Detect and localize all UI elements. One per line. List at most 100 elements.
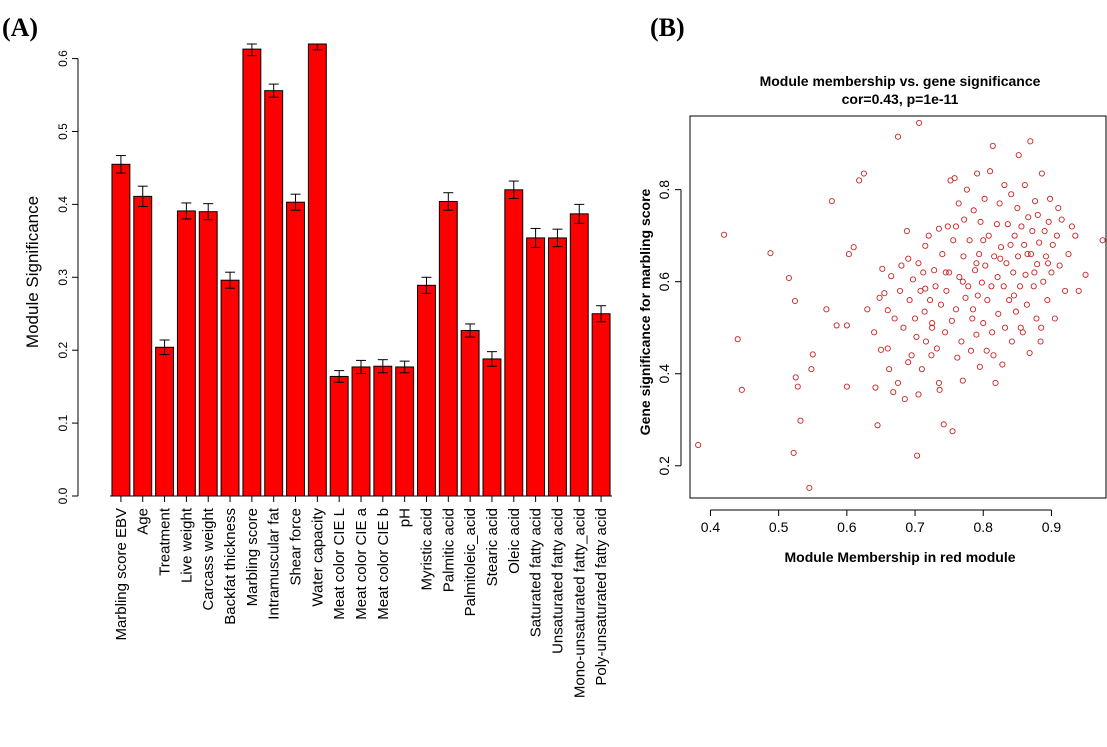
scatter-point (993, 221, 1000, 228)
bar-y-tick-label: 0.5 (56, 123, 70, 140)
scatter-point (1024, 251, 1031, 258)
scatter-chart: Module membership vs. gene significance … (637, 73, 1107, 565)
bar-category-label: Shear force (288, 508, 305, 586)
bar-category-label: Live weight (178, 507, 195, 583)
scatter-point (959, 377, 966, 384)
bar-category-label: Water capacity (309, 508, 326, 607)
bar-chart: Module Significance 0.00.10.20.30.40.50.… (23, 43, 612, 698)
scatter-point (994, 274, 1001, 281)
scatter-point (920, 269, 927, 276)
scatter-point (1017, 283, 1024, 290)
scatter-point (956, 274, 963, 281)
bar (417, 284, 436, 497)
bar-y-tick-label: 0.6 (56, 50, 70, 67)
scatter-point (936, 386, 943, 393)
scatter-point (908, 352, 915, 359)
scatter-point (969, 315, 976, 322)
scatter-point (991, 253, 998, 260)
bar (438, 200, 458, 497)
scatter-point (1003, 260, 1010, 267)
scatter-point (1041, 228, 1048, 235)
scatter-point (950, 237, 957, 244)
bar-category-label: Palmitoleic_acid (462, 508, 479, 616)
scatter-point (929, 320, 936, 327)
bar (242, 48, 262, 497)
scatter-point (872, 384, 879, 391)
scatter-point (877, 346, 885, 353)
scatter-point (914, 452, 921, 459)
scatter-point (970, 207, 977, 214)
scatter-point (960, 253, 967, 260)
scatter-point (891, 315, 898, 322)
bar-category-label: Meat color CIE a (353, 507, 370, 619)
scatter-point (1044, 260, 1052, 267)
scatter-point (1072, 232, 1079, 239)
scatter-point (896, 287, 904, 294)
scatter-point (982, 262, 989, 269)
scatter-x-tick-label: 0.6 (837, 519, 857, 535)
scatter-point (900, 324, 907, 331)
scatter-point (985, 232, 992, 239)
scatter-point (916, 119, 923, 126)
scatter-y-tick-label: 0.6 (656, 272, 672, 292)
scatter-point (860, 170, 867, 177)
scatter-point (999, 361, 1006, 368)
scatter-point (974, 292, 981, 299)
scatter-point (828, 198, 835, 205)
scatter-point (944, 223, 951, 230)
scatter-point (918, 366, 925, 373)
bar-chart-x-axis (110, 495, 612, 502)
bar-category-label: Marbling score (244, 508, 261, 606)
scatter-point (833, 322, 840, 329)
scatter-point (888, 273, 895, 280)
scatter-point (903, 228, 910, 235)
scatter-point (1042, 253, 1050, 260)
scatter-point (879, 265, 886, 272)
scatter-point (1040, 278, 1047, 285)
bar (526, 237, 546, 497)
scatter-point (951, 175, 958, 182)
bar-category-label: Marbling score EBV (113, 508, 130, 641)
scatter-point (972, 267, 979, 274)
bar-y-tick-label: 0.1 (56, 414, 70, 431)
bar-chart-y-axis: 0.0 0.1 0.2 0.3 0.4 0.5 0.6 (56, 50, 79, 504)
scatter-point (940, 421, 947, 428)
bar (329, 375, 349, 497)
bar-y-tick-label: 0.4 (56, 196, 70, 213)
scatter-point (1034, 261, 1041, 268)
scatter-point (1056, 262, 1063, 269)
bar-category-label: pH (397, 508, 414, 527)
bar-y-tick-label: 0.2 (56, 342, 70, 359)
scatter-plot-frame (689, 115, 1107, 499)
scatter-point (909, 276, 917, 283)
bar (264, 90, 284, 497)
scatter-point (1027, 138, 1034, 145)
scatter-point (738, 386, 745, 393)
scatter-point (980, 237, 987, 244)
scatter-x-tick-label: 0.4 (701, 519, 721, 535)
bar (591, 313, 611, 497)
scatter-point (992, 379, 999, 386)
bar (286, 201, 305, 497)
bar (547, 237, 567, 497)
bar (133, 195, 153, 497)
bar-y-tick-label: 0.3 (56, 269, 70, 286)
scatter-point (1051, 315, 1058, 322)
scatter-point (1082, 271, 1089, 278)
scatter-point (1038, 324, 1045, 331)
bar-category-label: Carcass weight (200, 507, 217, 610)
scatter-point (967, 347, 975, 354)
scatter-point (906, 297, 913, 304)
scatter-point (890, 389, 897, 396)
scatter-point (984, 297, 991, 304)
scatter-point (901, 395, 908, 403)
scatter-point (983, 347, 990, 354)
scatter-point (976, 363, 983, 370)
scatter-point (1008, 338, 1015, 345)
scatter-points (695, 119, 1106, 491)
scatter-point (791, 297, 799, 305)
scatter-point (850, 244, 857, 251)
scatter-point (1033, 315, 1040, 322)
scatter-point (954, 354, 961, 361)
scatter-point (996, 200, 1003, 207)
